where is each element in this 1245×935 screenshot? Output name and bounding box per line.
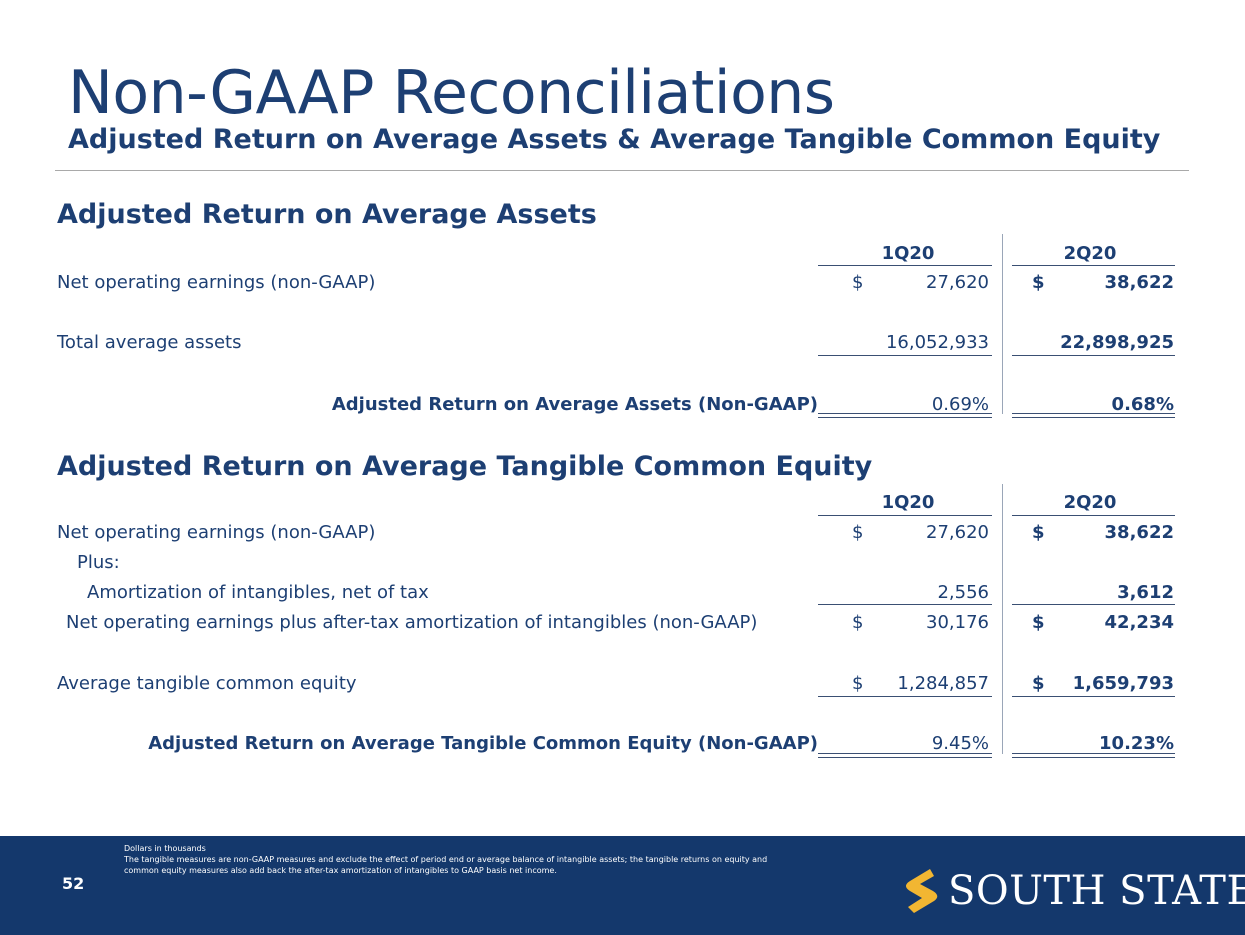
footnote: common equity measures also add back the… (124, 866, 557, 875)
total-double-line (818, 413, 992, 418)
subtotal-line (1012, 604, 1175, 605)
value-2q20: 42,234 (1104, 612, 1174, 633)
currency-symbol: $ (1032, 522, 1045, 543)
header-underline-1q20 (818, 515, 992, 516)
row-label: Net operating earnings (non-GAAP) (57, 522, 376, 543)
value-1q20: 27,620 (926, 522, 989, 543)
row-label: Average tangible common equity (57, 673, 357, 694)
row-label: Total average assets (57, 332, 242, 353)
page-subtitle: Adjusted Return on Average Assets & Aver… (68, 124, 1161, 155)
column-divider (1002, 234, 1003, 414)
section-title-roaa: Adjusted Return on Average Assets (57, 199, 597, 230)
value-1q20: 2,556 (937, 582, 989, 603)
value-1q20: 1,284,857 (897, 673, 989, 694)
column-header-2q20: 2Q20 (1063, 492, 1117, 513)
title-divider (55, 170, 1189, 171)
value-2q20: 0.68% (1111, 394, 1174, 415)
value-2q20: 38,622 (1104, 522, 1174, 543)
column-header-2q20: 2Q20 (1063, 243, 1117, 264)
header-underline-2q20 (1012, 265, 1175, 266)
column-header-1q20: 1Q20 (881, 243, 935, 264)
row-label: Amortization of intangibles, net of tax (87, 582, 429, 603)
south-state-logo-text: SOUTH STATE (948, 868, 1245, 914)
value-2q20: 22,898,925 (1060, 332, 1174, 353)
page-title: Non-GAAP Reconciliations (68, 58, 835, 128)
header-underline-1q20 (818, 265, 992, 266)
value-2q20: 1,659,793 (1072, 673, 1174, 694)
column-header-1q20: 1Q20 (881, 492, 935, 513)
row-label: Net operating earnings plus after-tax am… (66, 612, 758, 633)
currency-symbol: $ (1032, 272, 1045, 293)
footer-bar (0, 836, 1245, 935)
value-1q20: 9.45% (931, 733, 989, 754)
currency-symbol: $ (1032, 612, 1045, 633)
value-2q20: 10.23% (1099, 733, 1174, 754)
subtotal-line (1012, 355, 1175, 356)
value-2q20: 3,612 (1117, 582, 1174, 603)
value-1q20: 30,176 (926, 612, 989, 633)
row-label-total: Adjusted Return on Average Tangible Comm… (148, 733, 818, 754)
total-double-line (818, 753, 992, 758)
row-label-total: Adjusted Return on Average Assets (Non-G… (331, 394, 818, 415)
footnote: The tangible measures are non-GAAP measu… (124, 855, 768, 864)
value-1q20: 16,052,933 (885, 332, 989, 353)
row-label-plus: Plus: (77, 552, 120, 573)
subtotal-line (818, 355, 992, 356)
currency-symbol: $ (852, 272, 864, 293)
value-1q20: 0.69% (931, 394, 989, 415)
subtotal-line (1012, 696, 1175, 697)
column-divider (1002, 484, 1003, 754)
currency-symbol: $ (1032, 673, 1045, 694)
row-label: Net operating earnings (non-GAAP) (57, 272, 376, 293)
value-1q20: 27,620 (926, 272, 989, 293)
total-double-line (1012, 753, 1175, 758)
page-number: 52 (62, 874, 85, 893)
subtotal-line (818, 604, 992, 605)
section-title-rotce: Adjusted Return on Average Tangible Comm… (57, 451, 873, 482)
currency-symbol: $ (852, 522, 864, 543)
header-underline-2q20 (1012, 515, 1175, 516)
value-2q20: 38,622 (1104, 272, 1174, 293)
south-state-s-logo-icon (906, 869, 938, 913)
currency-symbol: $ (852, 673, 864, 694)
total-double-line (1012, 413, 1175, 418)
footnote: Dollars in thousands (124, 844, 206, 853)
subtotal-line (818, 696, 992, 697)
currency-symbol: $ (852, 612, 864, 633)
